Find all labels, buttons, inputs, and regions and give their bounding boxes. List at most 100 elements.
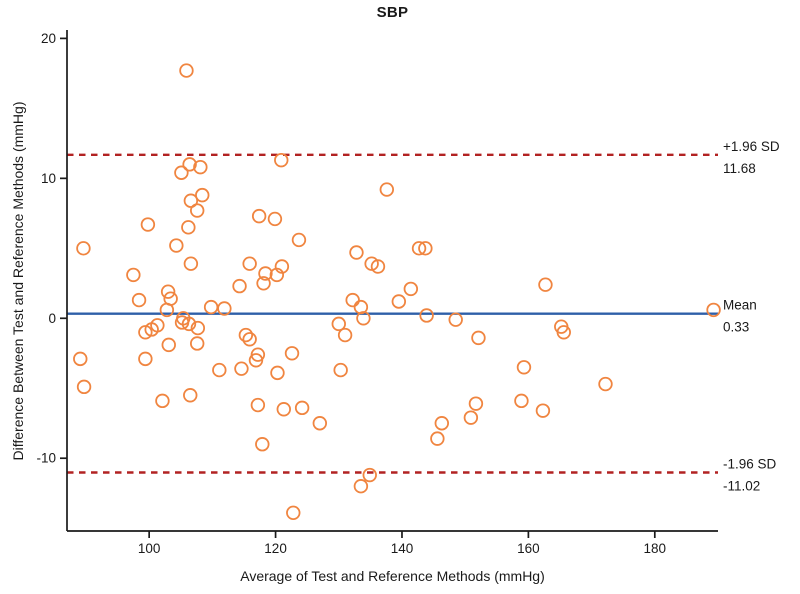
data-point (463, 410, 479, 425)
data-point (181, 220, 196, 235)
data-point (174, 315, 190, 330)
data-point (337, 327, 353, 343)
mean-line-label: 0.33 (723, 320, 749, 335)
x-tick-label: 100 (138, 541, 161, 556)
data-point (131, 292, 147, 308)
data-point (362, 467, 377, 483)
y-tick-label: 0 (48, 311, 56, 326)
data-point (217, 301, 232, 316)
data-point (276, 402, 291, 417)
data-point (242, 332, 257, 347)
data-point (706, 302, 721, 318)
data-point (159, 302, 175, 318)
data-point (556, 325, 571, 340)
data-point (419, 308, 434, 323)
data-point (274, 259, 290, 274)
data-point (179, 63, 194, 78)
data-point (76, 241, 91, 256)
data-point (255, 437, 270, 452)
x-tick-label: 120 (264, 541, 287, 556)
data-point (356, 311, 371, 326)
data-point (174, 165, 189, 180)
data-point (232, 278, 247, 294)
data-point (349, 245, 364, 260)
data-point (195, 187, 210, 203)
data-point (256, 276, 271, 291)
data-point (203, 299, 219, 315)
data-point (471, 330, 486, 346)
data-point (258, 266, 273, 281)
data-point (598, 376, 613, 392)
data-point (183, 256, 199, 271)
data-point (183, 193, 199, 208)
upper-loa-line-label: 11.68 (723, 161, 756, 176)
data-point (212, 362, 227, 378)
data-point (248, 353, 264, 368)
data-point (403, 281, 419, 297)
data-point (169, 238, 184, 253)
data-point (291, 232, 307, 248)
data-point (391, 294, 407, 309)
data-point (189, 336, 205, 351)
data-point (126, 267, 141, 283)
lower-loa-line-label: -1.96 SD (723, 457, 777, 472)
data-point (430, 431, 445, 446)
y-tick-label: -10 (36, 451, 56, 466)
chart-title: SBP (376, 4, 409, 21)
data-point (345, 292, 360, 308)
y-tick-label: 20 (41, 31, 56, 46)
data-point (448, 312, 463, 327)
x-axis-title: Average of Test and Reference Methods (m… (240, 568, 545, 584)
data-point (250, 397, 266, 413)
data-point (234, 361, 249, 376)
data-point (286, 505, 301, 521)
data-point (155, 393, 170, 409)
data-point (251, 208, 267, 224)
data-point (370, 259, 386, 274)
x-tick-label: 160 (517, 541, 540, 556)
data-point (138, 325, 153, 340)
x-tick-label: 180 (644, 541, 667, 556)
data-point (138, 351, 153, 367)
data-point (150, 318, 165, 333)
data-point (76, 379, 92, 395)
data-point (418, 241, 433, 256)
data-point (270, 365, 285, 381)
data-point (242, 256, 257, 271)
data-point (379, 182, 395, 197)
data-point (353, 479, 369, 494)
data-point (312, 416, 328, 431)
data-point (468, 396, 484, 411)
data-point (516, 360, 532, 375)
data-point (364, 256, 379, 271)
y-axis-title: Difference Between Test and Reference Me… (10, 101, 26, 461)
data-point (535, 403, 551, 418)
data-point (267, 211, 283, 227)
data-point (73, 351, 88, 367)
data-point (190, 320, 206, 336)
data-point (238, 327, 254, 343)
data-point (274, 152, 289, 168)
data-point (183, 388, 198, 403)
data-point (294, 400, 310, 416)
x-tick-label: 140 (391, 541, 414, 556)
mean-line-label: Mean (723, 298, 757, 313)
data-point (181, 316, 197, 332)
data-point (189, 203, 205, 218)
lower-loa-line-label: -11.02 (723, 479, 760, 494)
data-point (160, 284, 176, 299)
upper-loa-line-label: +1.96 SD (723, 139, 780, 154)
data-point (182, 157, 197, 172)
data-point (538, 277, 553, 292)
data-point (161, 337, 176, 353)
data-point (434, 416, 449, 431)
data-point (514, 393, 529, 409)
data-point (193, 159, 208, 175)
data-point (331, 316, 346, 332)
data-point (333, 362, 348, 378)
data-point (140, 217, 156, 232)
y-tick-label: 10 (41, 171, 56, 186)
data-point (284, 346, 300, 361)
